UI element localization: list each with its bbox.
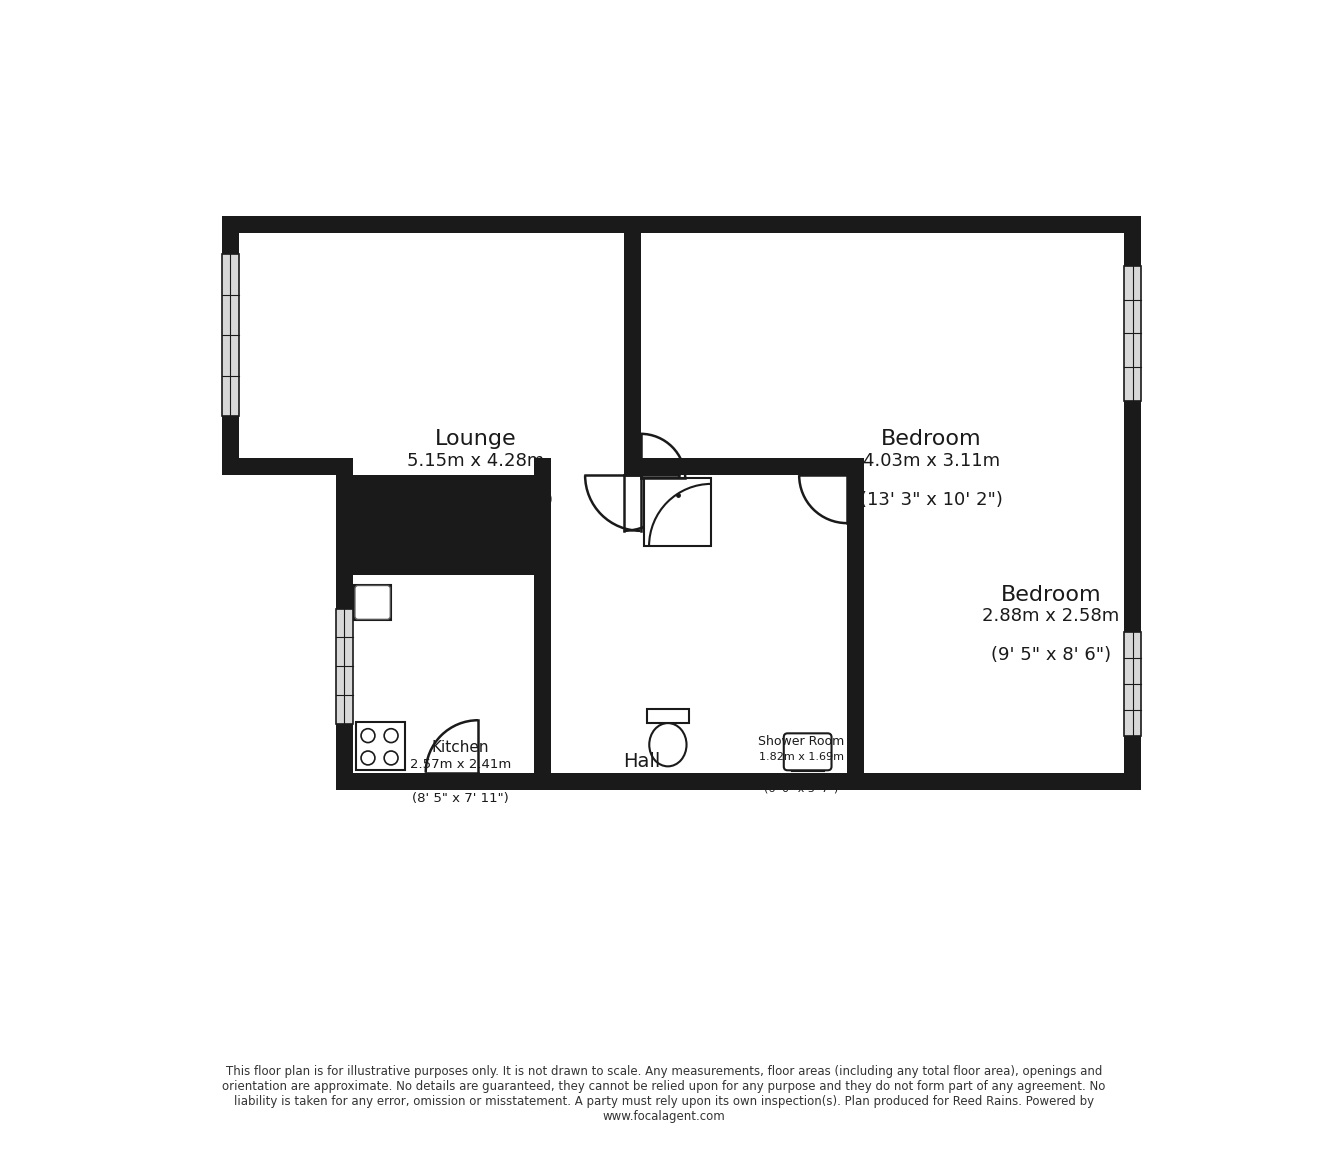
Bar (534, 772, 1123, 790)
Bar (640, 458, 847, 475)
Text: Bedroom: Bedroom (1000, 585, 1101, 604)
Bar (356, 722, 405, 770)
Circle shape (384, 729, 398, 742)
Bar (647, 709, 689, 723)
Text: (13' 3" x 10' 2"): (13' 3" x 10' 2") (859, 491, 1003, 509)
Bar (336, 609, 352, 724)
Bar (624, 216, 640, 475)
Circle shape (361, 752, 374, 765)
Bar (336, 772, 534, 790)
Text: Shower Room: Shower Room (758, 735, 845, 748)
FancyBboxPatch shape (355, 586, 390, 619)
Text: Bedroom: Bedroom (880, 429, 981, 449)
Text: 5.15m x 4.28m: 5.15m x 4.28m (408, 452, 544, 471)
FancyBboxPatch shape (784, 733, 831, 770)
Bar (847, 458, 863, 790)
Bar (336, 458, 1141, 790)
Text: 1.82m x 1.69m: 1.82m x 1.69m (758, 752, 843, 762)
Circle shape (361, 729, 374, 742)
Bar (644, 479, 712, 547)
Text: (6' 0" x 5' 7"): (6' 0" x 5' 7") (764, 784, 838, 793)
Text: 2.57m x 2.41m: 2.57m x 2.41m (410, 759, 511, 771)
Text: Kitchen: Kitchen (432, 740, 490, 755)
Bar (222, 216, 1141, 233)
Bar (222, 216, 239, 475)
Bar (222, 254, 239, 417)
Bar (1123, 266, 1141, 401)
Bar (1123, 632, 1141, 735)
Text: Lounge: Lounge (436, 429, 517, 449)
Text: This floor plan is for illustrative purposes only. It is not drawn to scale. Any: This floor plan is for illustrative purp… (222, 1065, 1106, 1122)
Bar (336, 609, 352, 724)
Bar (222, 458, 352, 475)
Bar (336, 475, 352, 790)
Bar (1123, 632, 1141, 735)
Bar (352, 558, 534, 576)
Bar (534, 458, 551, 790)
Text: 2.88m x 2.58m: 2.88m x 2.58m (983, 608, 1120, 625)
Circle shape (384, 752, 398, 765)
Text: (8' 5" x 7' 11"): (8' 5" x 7' 11") (413, 792, 509, 806)
Ellipse shape (649, 723, 687, 767)
Bar (355, 585, 390, 620)
Text: 4.03m x 3.11m: 4.03m x 3.11m (863, 452, 1000, 471)
Bar (222, 216, 1141, 458)
Bar (1123, 216, 1141, 790)
Bar (352, 475, 534, 558)
Text: (9' 5" x 8' 6"): (9' 5" x 8' 6") (991, 646, 1110, 664)
Text: (16' 11" x 14' 1"): (16' 11" x 14' 1") (398, 491, 554, 509)
Bar (1123, 266, 1141, 401)
Text: Hall: Hall (623, 752, 660, 771)
Bar (336, 576, 534, 790)
Bar (222, 254, 239, 417)
